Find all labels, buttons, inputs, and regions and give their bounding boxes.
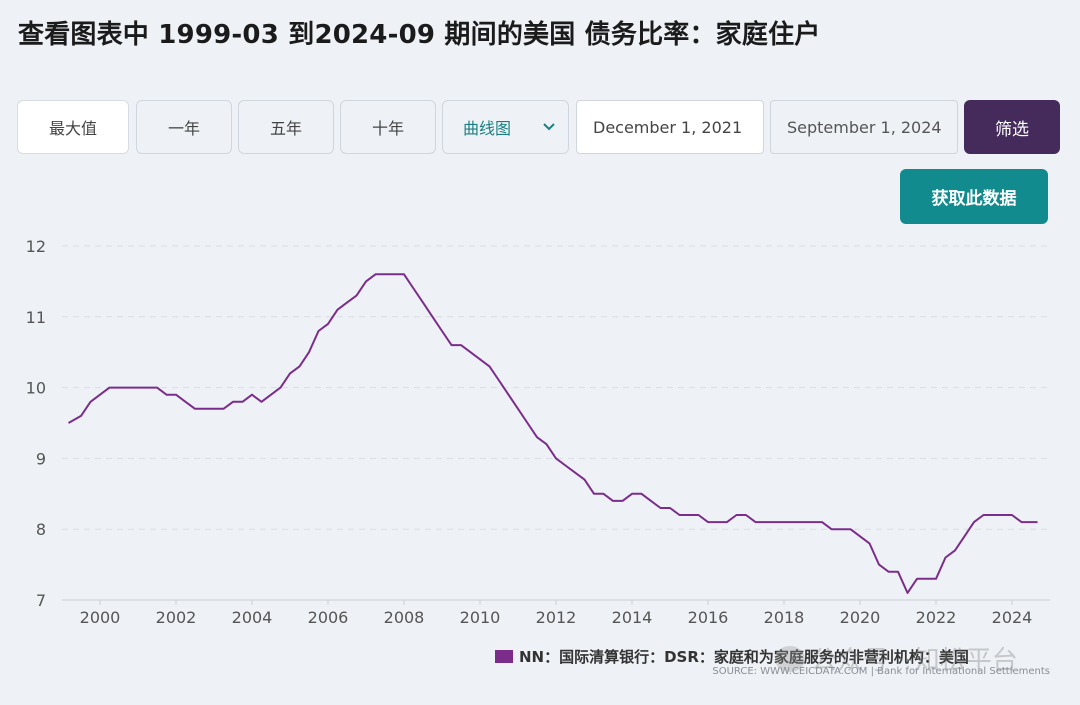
y-tick-label: 9 <box>36 449 46 468</box>
x-tick-label: 2016 <box>688 608 729 627</box>
range-10y-button[interactable]: 十年 <box>340 100 436 154</box>
x-tick-label: 2014 <box>612 608 653 627</box>
legend-swatch <box>495 650 513 663</box>
page-title: 查看图表中 1999-03 到2024-09 期间的美国 债务比率：家庭住户 <box>18 20 821 50</box>
fetch-data-button[interactable]: 获取此数据 <box>900 169 1048 224</box>
line-chart: 7 8 9 10 11 12 2000 2002 2004 2006 2008 2010 2012 20… <box>26 237 1050 627</box>
legend-label: NN：国际清算银行：DSR：家庭和为家庭服务的非营利机构：美国 <box>519 648 969 666</box>
y-tick-label: 12 <box>26 237 46 256</box>
x-tick-label: 2000 <box>80 608 121 627</box>
x-tick-label: 2002 <box>156 608 197 627</box>
wechat-icon <box>775 645 805 672</box>
range-max-button[interactable]: 最大值 <box>17 100 129 154</box>
source-note: SOURCE: WWW.CEICDATA.COM | Bank for Inte… <box>712 666 1050 677</box>
chart-legend: NN：国际清算银行：DSR：家庭和为家庭服务的非营利机构：美国 <box>495 646 969 667</box>
date-to-input[interactable]: September 1, 2024 <box>770 100 958 154</box>
filter-button[interactable]: 筛选 <box>964 100 1060 154</box>
x-tick-label: 2018 <box>764 608 805 627</box>
watermark-text: 公众号 · 知松平台 <box>811 646 1018 676</box>
y-tick-label: 7 <box>36 591 46 610</box>
chart-type-label: 曲线图 <box>463 119 512 138</box>
chevron-down-icon <box>542 120 556 134</box>
y-tick-label: 10 <box>26 379 46 398</box>
chart-type-select[interactable]: 曲线图 <box>442 100 569 154</box>
x-tick-label: 2012 <box>536 608 577 627</box>
y-tick-label: 11 <box>26 308 46 327</box>
series-line <box>68 273 1038 594</box>
range-1y-button[interactable]: 一年 <box>136 100 232 154</box>
y-tick-label: 8 <box>36 520 46 539</box>
date-from-input[interactable]: December 1, 2021 <box>576 100 764 154</box>
x-tick-label: 2006 <box>308 608 349 627</box>
watermark: 公众号 · 知松平台 <box>775 640 1018 677</box>
x-tick-label: 2004 <box>232 608 273 627</box>
range-5y-button[interactable]: 五年 <box>238 100 334 154</box>
x-tick-label: 2008 <box>384 608 425 627</box>
x-tick-label: 2010 <box>460 608 501 627</box>
x-tick-label: 2020 <box>840 608 881 627</box>
x-tick-label: 2024 <box>992 608 1033 627</box>
x-tick-label: 2022 <box>916 608 957 627</box>
